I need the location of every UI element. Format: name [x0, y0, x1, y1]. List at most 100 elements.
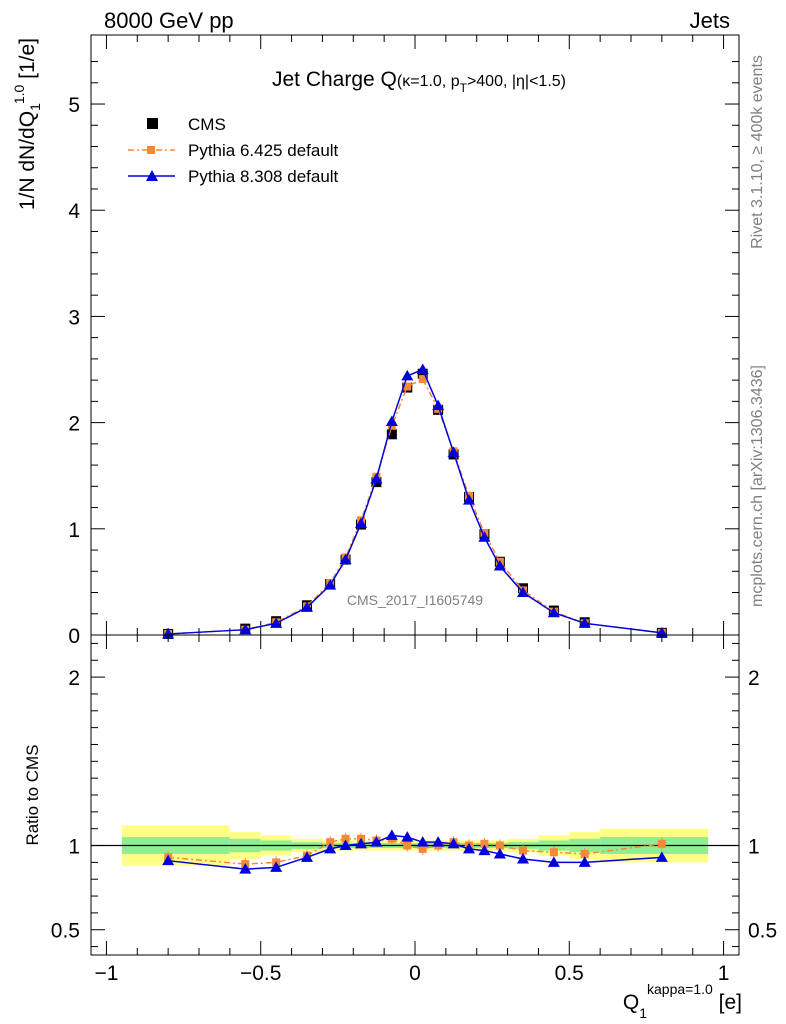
pythia8-data-point [432, 399, 445, 411]
ratio-y-tick-label-right: 0.5 [748, 920, 777, 943]
legend-pythia6-marker [147, 146, 155, 154]
ratio-pythia8-point [401, 831, 414, 842]
pythia8-data-point [324, 579, 337, 590]
pythia6-data-point [403, 382, 412, 391]
chart-title-main: Jet Charge Q [272, 68, 397, 91]
pythia8-data-point [270, 617, 283, 628]
ratio-pythia6-point [418, 844, 427, 853]
ratio-pythia8-line [168, 834, 662, 870]
ratio-pythia6-point [519, 846, 527, 855]
y-tick-label: 4 [68, 200, 80, 223]
ratio-plot-frame [90, 634, 740, 956]
header-right: Jets [690, 8, 730, 33]
y-tick-label: 5 [68, 94, 80, 117]
pythia8-data-point [447, 446, 460, 457]
ratio-pythia8-point [578, 856, 591, 867]
ratio-pythia8-point [517, 853, 529, 864]
ratio-pythia8-point [370, 836, 383, 847]
ratio-pythia8-point [478, 844, 491, 856]
rivet-label: Rivet 3.1.10, ≥ 400k events [749, 55, 766, 249]
ratio-pythia8-point [416, 836, 429, 847]
ratio-pythia8-point [432, 836, 445, 847]
ratio-pythia6-point [480, 839, 489, 848]
ratio-pythia8-point [239, 863, 252, 874]
ratio-pythia6-point [580, 849, 589, 858]
x-tick-label: 1 [718, 962, 730, 985]
y-axis-label-sub: 1 [27, 103, 43, 111]
ratio-y-tick-label: 2 [68, 667, 80, 690]
ratio-pythia8-point [493, 847, 506, 859]
y-tick-label: 2 [68, 413, 80, 436]
ratio-pythia6-point [341, 834, 350, 843]
pythia8-data-point [493, 559, 506, 571]
pythia8-data-point [478, 531, 491, 542]
ratio-y-tick-label-right: 1 [748, 836, 760, 859]
chart-title-sub-rest: >400, |η|<1.5) [467, 73, 566, 90]
y-axis-label: 1/N dN/dQ11.0 [1/e] [11, 38, 43, 210]
ratio-plot: −1 −0.5 0 0.5 1 0.5 0.5 1 1 2 2 [51, 635, 777, 985]
legend-pythia8-marker [146, 170, 158, 181]
pythia8-data-point [416, 363, 429, 375]
x-tick-label: 0 [409, 962, 421, 985]
ratio-y-tick-label: 1 [68, 836, 80, 859]
y-axis-label-main: 1/N dN/dQ [16, 111, 39, 210]
chart-title-sub: (κ=1.0, p [397, 73, 460, 90]
ratio-pythia8-point [339, 839, 352, 851]
legend-pythia8-label: Pythia 8.308 default [188, 167, 339, 186]
x-axis-label-sup: kappa=1.0 [647, 981, 713, 997]
ratio-y-axis-label: Ratio to CMS [23, 744, 42, 845]
ratio-pythia6-point [549, 848, 558, 857]
y-tick-label: 3 [68, 306, 80, 329]
ratio-pythia8-point [301, 851, 313, 862]
y-tick-label: 0 [68, 625, 80, 648]
mcplots-label: mcplots.cern.ch [arXiv:1306.3436] [749, 365, 766, 607]
pythia8-data-point [162, 627, 175, 639]
pythia6-data-point [418, 375, 427, 384]
legend: CMS Pythia 6.425 default Pythia 8.308 de… [128, 115, 339, 186]
pythia8-data-point [239, 623, 252, 635]
x-tick-label: −1 [94, 962, 118, 985]
y-tick-label: 1 [68, 519, 80, 542]
ratio-pythia6-point [495, 841, 504, 850]
legend-cms-marker [147, 118, 158, 129]
x-axis-label-sub: 1 [639, 1005, 647, 1021]
x-axis-label-main: Q [623, 991, 639, 1014]
x-axis-label: Q1kappa=1.0 [e] [623, 981, 742, 1021]
ratio-pythia6-point [326, 838, 335, 847]
ratio-pythia8-point [355, 837, 367, 849]
x-axis-label-unit: [e] [713, 991, 742, 1014]
legend-cms-label: CMS [188, 115, 226, 134]
x-tick-label: −0.5 [240, 962, 281, 985]
ratio-pythia8-point [385, 829, 398, 840]
pythia8-data-point [355, 517, 367, 528]
pythia8-data-point [517, 586, 529, 598]
pythia8-line [168, 368, 662, 635]
y-axis-label-sup: 1.0 [11, 84, 27, 104]
pythia8-data-point [370, 472, 383, 484]
ratio-pythia8-point [655, 851, 668, 862]
ratio-pythia6-point [657, 839, 666, 848]
main-plot: 0 1 2 3 4 5 [68, 35, 739, 648]
y-axis-label-unit: [1/e] [16, 38, 39, 85]
ratio-pythia8-point [463, 842, 475, 854]
ratio-pythia8-point [162, 854, 175, 866]
pythia8-data-point [385, 415, 398, 427]
header-left: 8000 GeV pp [104, 8, 234, 33]
ratio-pythia8-point [324, 842, 337, 854]
ratio-y-tick-label: 0.5 [51, 920, 80, 943]
pythia8-data-point [578, 617, 591, 628]
chart-title: Jet Charge Q(κ=1.0, pT>400, |η|<1.5) [272, 68, 566, 95]
ratio-pythia8-point [270, 861, 283, 872]
ratio-pythia8-point [547, 856, 560, 867]
chart-title-sub-index: T [460, 81, 468, 95]
pythia8-data-point [401, 369, 414, 381]
ratio-pythia8-point [447, 837, 460, 849]
x-tick-label: 0.5 [555, 962, 584, 985]
legend-pythia6-label: Pythia 6.425 default [188, 141, 339, 160]
ratio-pythia6-point [403, 841, 412, 850]
pythia8-data-point [463, 494, 475, 505]
cms-data-point [386, 429, 397, 440]
pythia8-data-point [301, 601, 313, 612]
pythia8-data-point [547, 606, 560, 618]
